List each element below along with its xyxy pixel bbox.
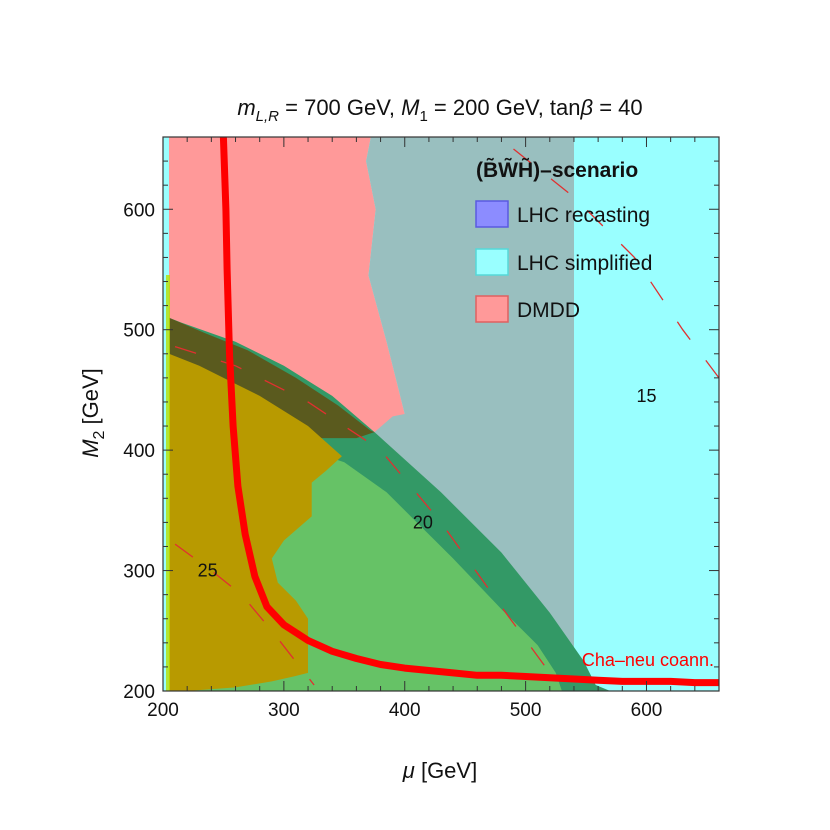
contour-20	[174, 345, 551, 674]
legend-swatch-dmdd	[475, 295, 509, 323]
overlap-olive-region	[169, 353, 342, 691]
x-tick-label-200: 200	[147, 700, 179, 721]
y-axis-label: M2 [GeV]	[78, 368, 108, 458]
contour-25	[174, 543, 315, 686]
x-tick-label-600: 600	[631, 700, 663, 721]
plot-area	[163, 137, 719, 691]
contour-label-15: 15	[636, 386, 656, 406]
x-axis-label: μ [GeV]	[402, 758, 477, 783]
legend-swatch-lhc-simplified	[475, 248, 509, 276]
x-tick-label-400: 400	[389, 700, 421, 721]
contour-15	[513, 148, 719, 379]
legend-title: (B̃W̃H̃)–scenario	[476, 158, 638, 182]
ticks	[162, 136, 720, 692]
legend-entry-dmdd: DMDD	[517, 299, 580, 322]
contour-label-20: 20	[413, 512, 433, 532]
legend-entry-lhc-recasting: LHC recasting	[517, 204, 650, 227]
plot-frame	[162, 136, 720, 692]
coannihilation-curve	[219, 137, 719, 687]
left-edge-strip	[166, 275, 170, 691]
chart-title: mL,R = 700 GeV, M1 = 200 GeV, tanβ = 40	[237, 95, 642, 125]
y-tick-label-500: 500	[123, 321, 155, 342]
coann-label: Cha–neu coann.	[582, 650, 714, 670]
contour-label-25: 25	[198, 561, 218, 581]
legend-entry-lhc-simplified: LHC simplified	[517, 252, 652, 275]
y-tick-label-300: 300	[123, 562, 155, 583]
legend-swatch-lhc-recasting	[475, 200, 509, 228]
y-tick-label-600: 600	[123, 200, 155, 221]
legend: (B̃W̃H̃)–scenario LHC recasting LHC simp…	[475, 158, 652, 323]
y-tick-label-400: 400	[123, 441, 155, 462]
x-tick-label-500: 500	[510, 700, 542, 721]
y-tick-label-200: 200	[123, 682, 155, 703]
x-tick-label-300: 300	[268, 700, 300, 721]
